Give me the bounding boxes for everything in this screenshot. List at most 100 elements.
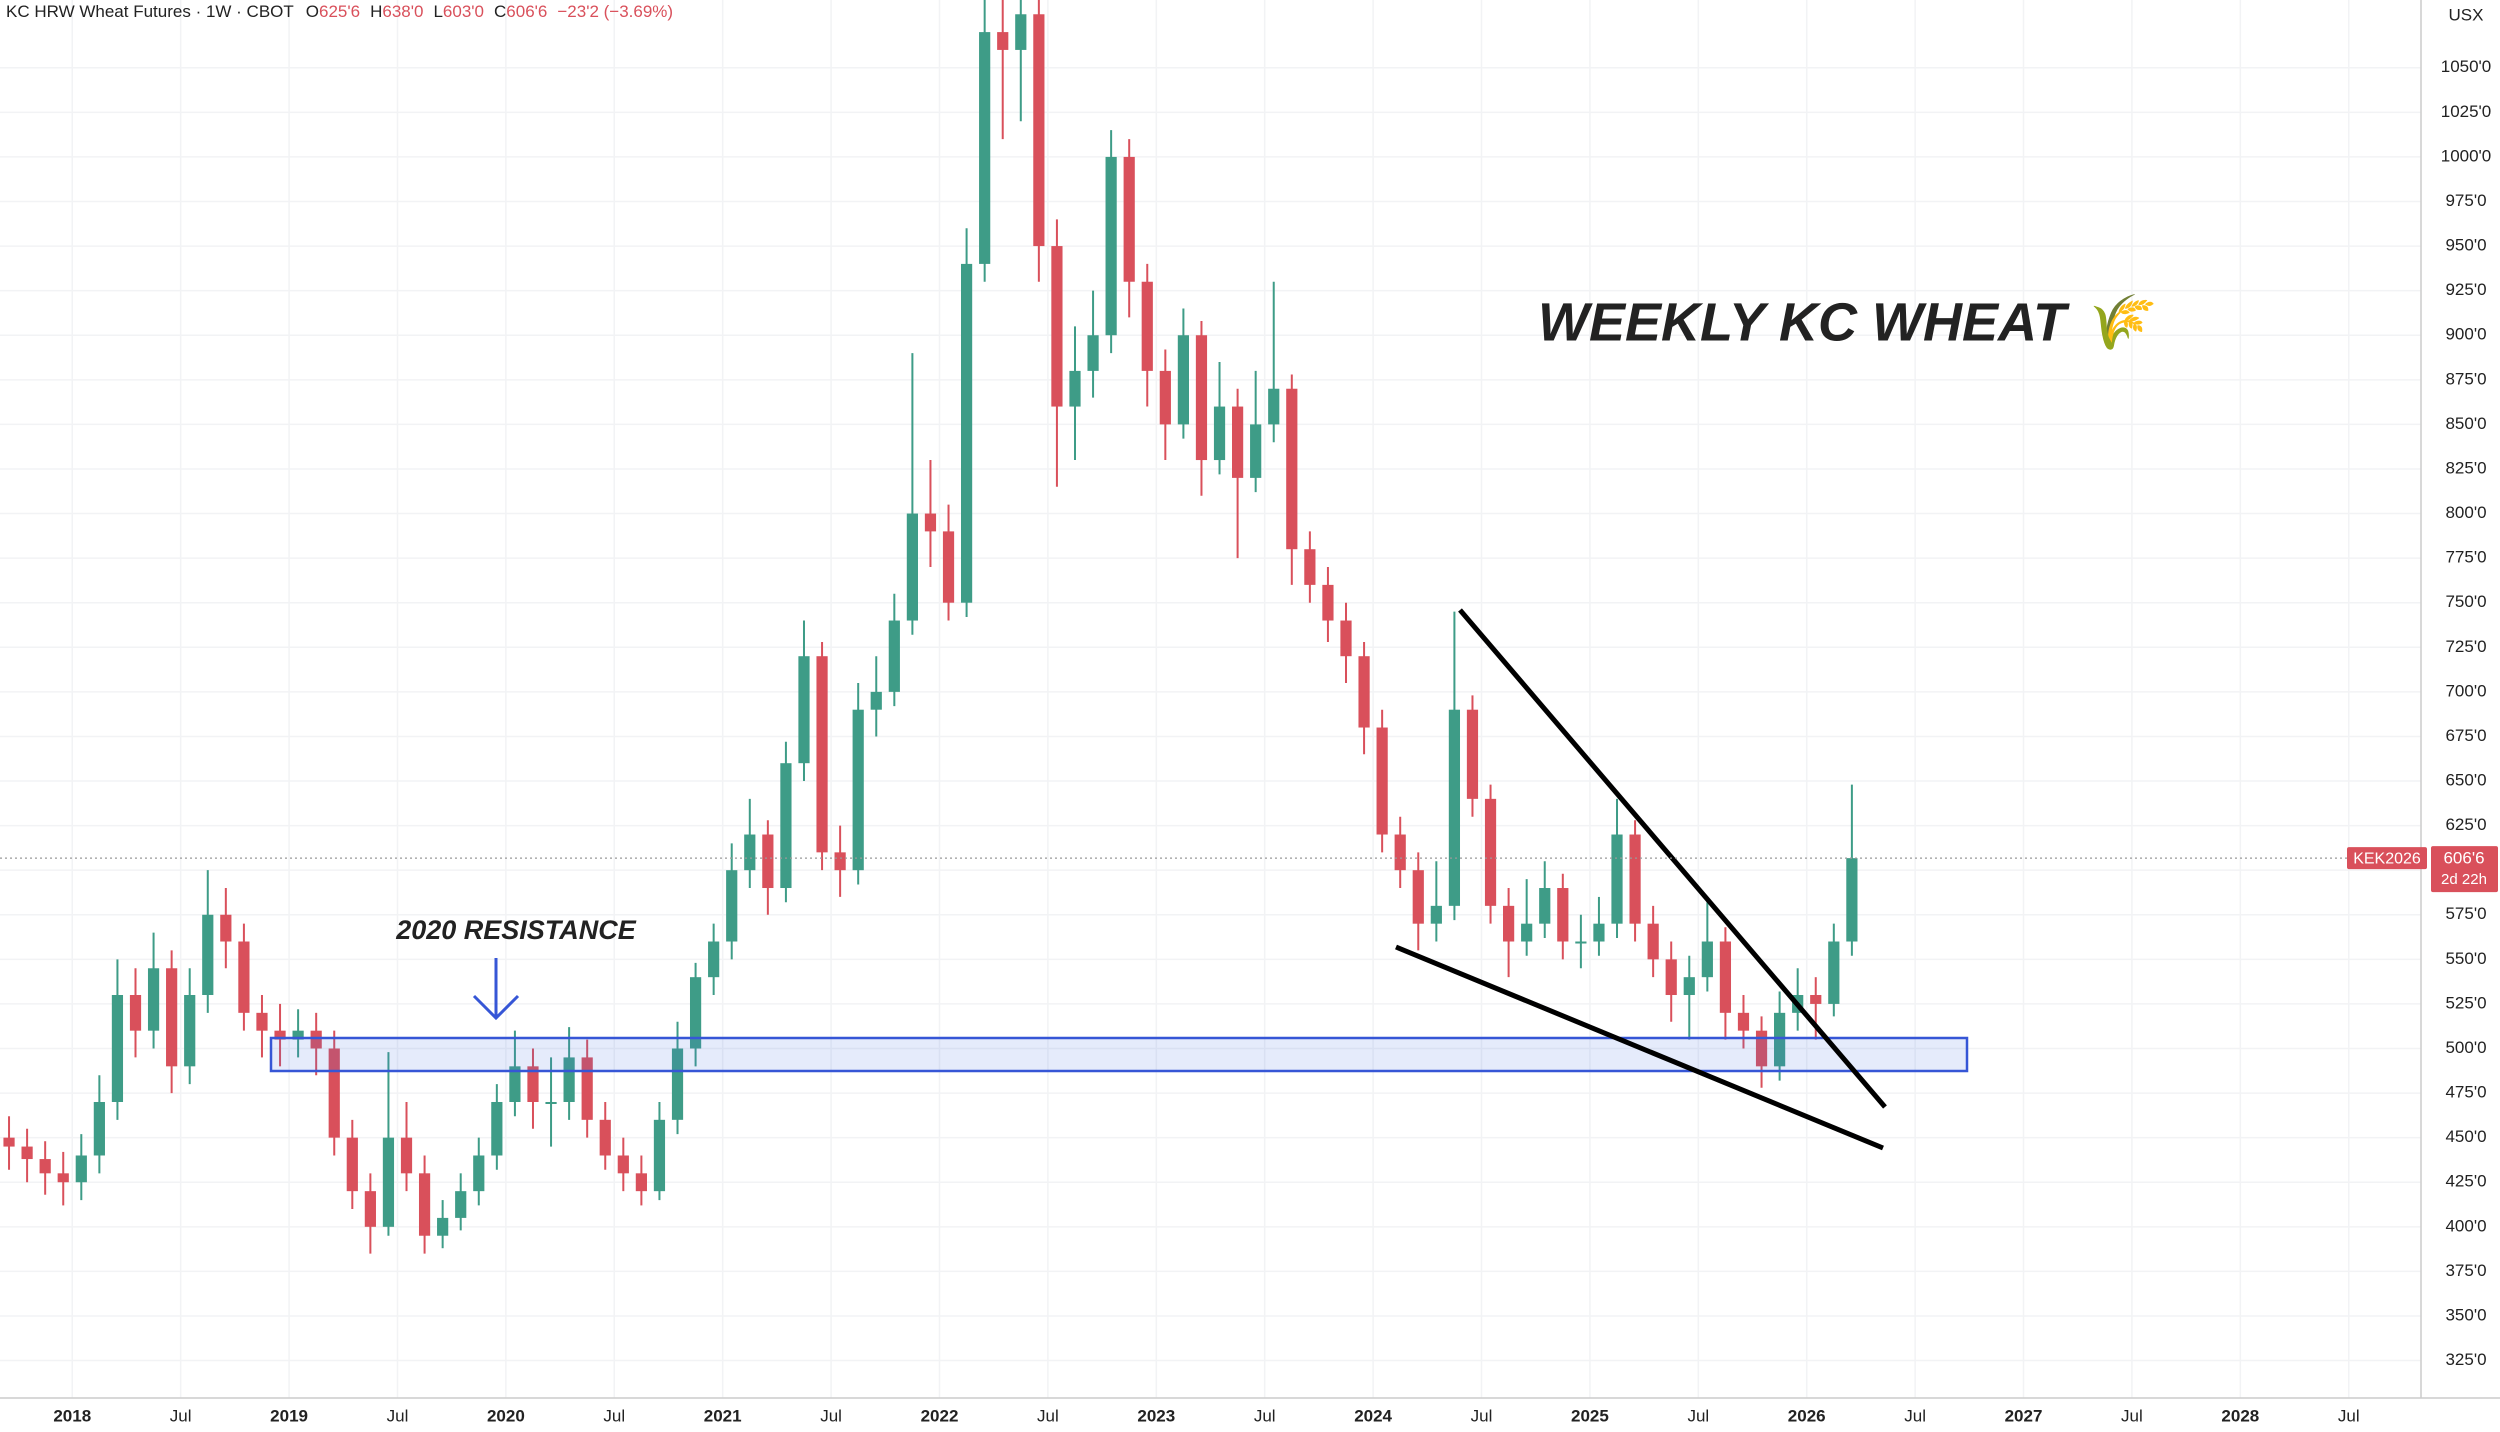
y-tick-label: 975'0	[2445, 191, 2486, 210]
y-tick-label: 675'0	[2445, 726, 2486, 745]
candle-body	[1159, 370, 1171, 425]
candle-body	[310, 1030, 322, 1049]
y-tick-label: 725'0	[2445, 637, 2486, 656]
annotation: 2020 RESISTANCE	[395, 915, 637, 945]
grid	[0, 0, 2421, 1398]
currency: USX	[2449, 5, 2484, 24]
y-tick-label: 750'0	[2445, 592, 2486, 611]
x-tick-label: 2027	[2005, 1406, 2043, 1425]
candle-body	[1575, 941, 1587, 944]
candle-body	[1304, 549, 1316, 585]
candle-body	[979, 32, 991, 264]
x-tick-label: 2023	[1137, 1406, 1175, 1425]
y-tick-label: 500'0	[2445, 1038, 2486, 1057]
symbol-label: KEK2026	[2353, 850, 2421, 867]
candle-body	[653, 1119, 666, 1192]
x-tick-label: 2018	[53, 1406, 91, 1425]
candle-body	[1665, 959, 1677, 996]
candle-body	[1195, 335, 1208, 461]
y-tick-label: 925'0	[2445, 280, 2486, 299]
y-tick-label: 850'0	[2445, 414, 2486, 433]
candle-body	[689, 977, 702, 1049]
overlay: 2020 RESISTANCE WEEKLY KC WHEAT 🌾	[269, 292, 2157, 1151]
y-tick-label: 350'0	[2445, 1305, 2486, 1324]
y-tick-label: 775'0	[2445, 548, 2486, 567]
candle-body	[888, 620, 900, 692]
candle-body	[1430, 905, 1442, 924]
candle-body	[1701, 941, 1713, 978]
ohlc-key: C	[494, 2, 507, 21]
candle-body	[1213, 406, 1226, 461]
x-tick-label: 2028	[2221, 1406, 2259, 1425]
candle-body	[870, 691, 882, 710]
candle-body	[1250, 424, 1262, 478]
x-tick-label: Jul	[1687, 1406, 1709, 1425]
x-tick-label: 2026	[1788, 1406, 1826, 1425]
candle-body	[509, 1066, 521, 1102]
y-tick-label: 650'0	[2445, 771, 2486, 790]
price-badge	[2431, 846, 2498, 893]
ohlc-value: 606'6	[506, 2, 548, 21]
candle-body	[1593, 923, 1605, 942]
candle-body	[21, 1146, 33, 1160]
x-tick-label: 2020	[487, 1406, 525, 1425]
candle-body	[1286, 388, 1298, 550]
candle-body	[346, 1137, 358, 1192]
candle-body	[129, 995, 142, 1031]
x-tick-label: Jul	[1471, 1406, 1493, 1425]
candle-body	[1268, 388, 1280, 425]
candle-body	[364, 1191, 376, 1227]
candle-body	[942, 531, 955, 603]
y-tick-label: 825'0	[2445, 458, 2486, 477]
x-tick-label: Jul	[603, 1406, 625, 1425]
candle-body	[328, 1048, 340, 1138]
candle-body	[1358, 656, 1370, 728]
symbol: KC HRW Wheat Futures · 1W · CBOT	[6, 2, 294, 21]
x-tick-label: Jul	[2121, 1406, 2143, 1425]
candle-body	[960, 263, 973, 603]
candle-body	[617, 1155, 629, 1174]
candle-body	[1647, 923, 1659, 960]
ohlc-key: L	[433, 2, 443, 21]
y-tick-label: 700'0	[2445, 681, 2486, 700]
candle-body	[75, 1155, 87, 1183]
candle-body	[93, 1101, 105, 1156]
candle-body	[924, 513, 937, 532]
candle-body	[1503, 905, 1515, 942]
y-tick-label: 875'0	[2445, 369, 2486, 388]
ohlc-key: O	[305, 2, 320, 21]
x-tick-label: Jul	[1254, 1406, 1276, 1425]
candle-body	[1141, 281, 1153, 371]
candle-body	[1394, 834, 1406, 871]
candle-body	[473, 1155, 485, 1192]
candle-body	[491, 1101, 503, 1156]
y-tick-label: 550'0	[2445, 949, 2486, 968]
candle-body	[671, 1048, 684, 1120]
y-tick-label: 1050'0	[2441, 57, 2492, 76]
candle-body	[527, 1066, 539, 1102]
candle-body	[1683, 977, 1695, 996]
candle-body	[816, 656, 828, 853]
candle-body	[147, 968, 160, 1031]
y-tick-label: 450'0	[2445, 1127, 2486, 1146]
y-tick-label: 625'0	[2445, 815, 2486, 834]
symbol-badge	[2347, 847, 2427, 870]
trend-line	[1458, 608, 1887, 1109]
candle-body	[1123, 156, 1135, 282]
y-tick-label: 1025'0	[2441, 102, 2492, 121]
candle-body	[1719, 941, 1732, 1013]
x-tick-label: Jul	[1904, 1406, 1926, 1425]
candle-body	[274, 1030, 286, 1040]
countdown: 2d 22h	[2441, 871, 2487, 888]
chart-title: WEEKLY KC WHEAT 🌾	[1538, 292, 2157, 352]
candle-body	[256, 1012, 268, 1031]
candle-body	[238, 941, 250, 1013]
candle-body	[1557, 888, 1569, 942]
candle-body	[545, 1101, 557, 1104]
candle-body	[3, 1137, 15, 1147]
candle-body	[1015, 14, 1027, 50]
y-tick-label: 950'0	[2445, 236, 2486, 255]
candle-body	[1737, 1012, 1750, 1031]
